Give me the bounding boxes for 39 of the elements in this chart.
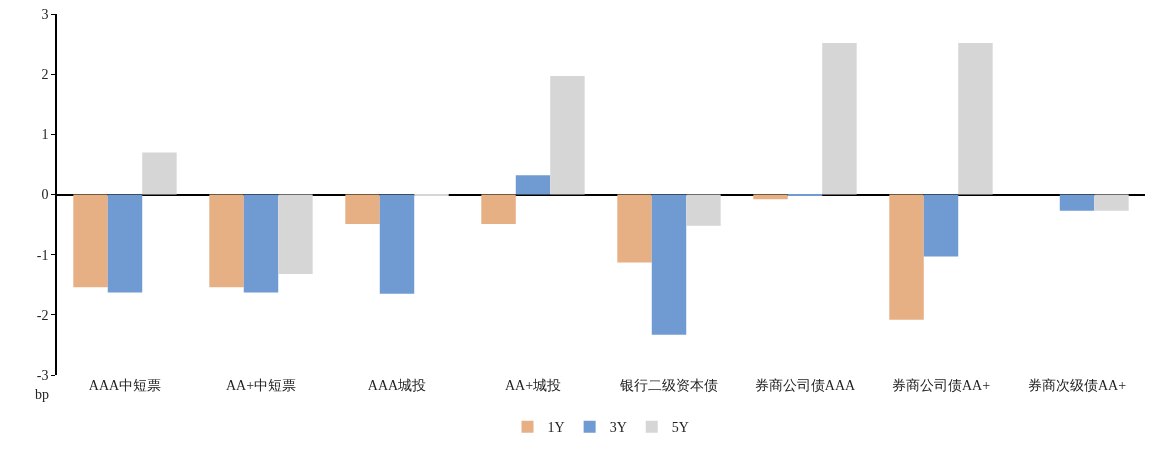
bar (278, 194, 313, 274)
legend-label: 3Y (609, 420, 627, 436)
x-tick-label: AA+城投 (504, 378, 562, 393)
x-tick-label: AAA中短票 (88, 378, 162, 393)
x-tick-label: 券商次级债AA+ (1027, 378, 1127, 393)
bar (686, 194, 721, 226)
y-tick-label: -1 (36, 247, 49, 263)
y-tick-label: 1 (41, 127, 49, 143)
bar (651, 194, 687, 335)
bar (142, 152, 177, 195)
bar (515, 175, 551, 195)
bar (379, 194, 415, 294)
x-tick-label: 券商公司债AAA (754, 378, 857, 393)
x-tick-label: AAA城投 (367, 378, 427, 393)
x-tick-label: 券商公司债AA+ (891, 378, 991, 393)
legend-label: 1Y (547, 420, 565, 436)
bar (550, 75, 585, 195)
bar (617, 194, 652, 263)
bar (822, 42, 857, 195)
bar (1094, 194, 1129, 211)
bar (889, 194, 924, 320)
bar (73, 194, 108, 288)
bar (1059, 194, 1095, 211)
y-tick-label: -3 (36, 367, 49, 383)
y-tick-label: 2 (41, 67, 49, 83)
bar (958, 42, 993, 195)
y-tick-label: -2 (36, 307, 49, 323)
bar (345, 194, 380, 224)
bar (923, 194, 959, 257)
bar (243, 194, 279, 293)
y-tick-label: 0 (41, 187, 49, 203)
bar (209, 194, 244, 288)
bar (481, 194, 516, 224)
x-tick-label: AA+中短票 (225, 378, 297, 393)
y-axis-title: bp (35, 387, 49, 402)
legend-label: 5Y (671, 420, 689, 436)
bar (107, 194, 143, 293)
x-tick-label: 银行二级资本债 (619, 378, 718, 393)
y-tick-label: 3 (41, 6, 49, 22)
